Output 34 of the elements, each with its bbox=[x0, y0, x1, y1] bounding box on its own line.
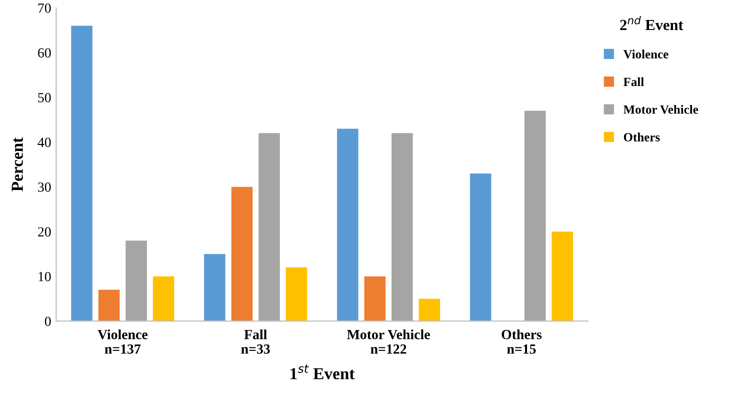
x-axis-title: 1$^{st}$ Event bbox=[290, 364, 355, 380]
y-tick-label: 20 bbox=[38, 227, 51, 237]
bar bbox=[364, 276, 386, 322]
bar bbox=[392, 133, 413, 322]
y-tick-label: 30 bbox=[38, 182, 51, 192]
legend-label: Motor Vehicle bbox=[623, 104, 698, 114]
y-tick-label: 60 bbox=[38, 48, 51, 58]
bar bbox=[152, 276, 174, 322]
legend-label: Others bbox=[624, 132, 660, 142]
bar bbox=[204, 254, 226, 322]
bar bbox=[418, 298, 440, 322]
bar bbox=[258, 133, 280, 322]
legend-label: Violence bbox=[623, 50, 668, 59]
bar bbox=[524, 110, 546, 322]
bar bbox=[470, 173, 492, 322]
x-tick-label: Motor Vehicle n=122 bbox=[347, 329, 430, 354]
bar bbox=[231, 186, 253, 322]
bar bbox=[337, 128, 358, 322]
legend-title: 2$^{nd}$ Event bbox=[620, 16, 684, 30]
y-axis-title: Percent bbox=[12, 137, 23, 192]
y-tick-label: 50 bbox=[38, 92, 51, 102]
bar bbox=[552, 232, 574, 322]
y-tick-label: 40 bbox=[38, 138, 51, 148]
legend-label: Fall bbox=[623, 77, 644, 86]
x-tick-label: Others n=15 bbox=[502, 329, 542, 354]
bar bbox=[98, 290, 120, 322]
y-tick-label: 70 bbox=[38, 3, 51, 13]
bar bbox=[126, 240, 147, 322]
bar bbox=[286, 267, 308, 322]
x-tick-label: Violence n=137 bbox=[98, 329, 148, 354]
bar bbox=[71, 26, 92, 322]
y-tick-label: 0 bbox=[44, 316, 51, 326]
y-tick-label: 10 bbox=[38, 272, 51, 282]
x-tick-label: Fall n=33 bbox=[241, 329, 270, 354]
